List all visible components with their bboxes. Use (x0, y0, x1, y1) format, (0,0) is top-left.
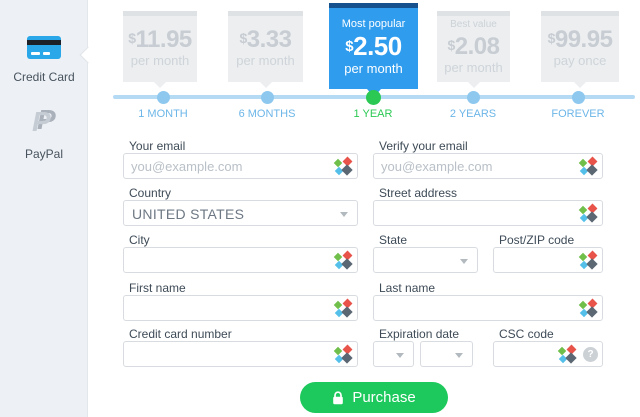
svg-text:P: P (32, 106, 51, 136)
paypal-label: PayPal (24, 147, 64, 161)
timeline-dot-1-month[interactable] (157, 91, 170, 104)
chevron-down-icon (460, 259, 468, 264)
plan-card-forever[interactable]: $99.95 pay once (541, 11, 619, 88)
timeline-dot-1-year[interactable] (366, 90, 381, 105)
plan-price: $3.33 (239, 25, 292, 53)
plan-period: per month (344, 60, 403, 76)
plan-period: per month (444, 59, 503, 75)
svg-text:P: P (37, 104, 56, 135)
expiration-year-select[interactable] (420, 341, 473, 367)
timeline-dot-forever[interactable] (572, 91, 585, 104)
country-select[interactable]: UNITED STATES (123, 200, 358, 226)
form-filler-icon[interactable] (578, 250, 598, 270)
chevron-down-icon (340, 212, 348, 217)
csc-code-input[interactable] (493, 341, 603, 367)
timeline-dot-6-months[interactable] (261, 91, 274, 104)
credit-card-icon (27, 36, 61, 59)
lock-icon (332, 390, 344, 405)
plan-card-6-months[interactable]: $3.33 per month (228, 11, 303, 88)
plan-period: pay once (553, 52, 607, 68)
cc-number-input[interactable] (123, 341, 358, 367)
cc-number-label: Credit card number (129, 327, 232, 341)
last-name-input[interactable] (373, 295, 603, 321)
form-filler-icon[interactable] (578, 156, 598, 176)
your-email-label: Your email (129, 139, 186, 153)
timeline-label-6-months[interactable]: 6 MONTHS (238, 108, 296, 120)
post-zip-input[interactable] (493, 247, 603, 273)
country-label: Country (129, 186, 172, 200)
first-name-input[interactable] (123, 295, 358, 321)
plan-price: $11.95 (128, 25, 192, 53)
plan-badge: Most popular (341, 17, 406, 30)
form-filler-icon[interactable] (333, 156, 353, 176)
timeline-label-1-year[interactable]: 1 YEAR (353, 108, 393, 120)
plan-badge: Best value (450, 18, 497, 30)
payment-method-credit-card[interactable]: Credit Card (0, 36, 88, 84)
plan-pointer (467, 82, 480, 88)
plan-pointer (259, 82, 272, 88)
form-filler-icon[interactable] (578, 203, 598, 223)
expiration-month-select[interactable] (373, 341, 414, 367)
csc-help-icon[interactable]: ? (583, 347, 598, 362)
plan-pointer (154, 82, 166, 88)
state-label: State (379, 233, 408, 247)
expiration-date-label: Expiration date (379, 327, 460, 341)
plan-price: $99.95 (547, 25, 613, 53)
plan-price: $2.50 (345, 30, 402, 61)
plan-period: per month (130, 52, 190, 68)
country-value: UNITED STATES (132, 206, 245, 222)
credit-card-label: Credit Card (13, 70, 75, 84)
payment-method-sidebar: Credit Card P P PayPal (0, 0, 88, 417)
purchase-button[interactable]: Purchase (300, 382, 448, 413)
csc-code-label: CSC code (499, 327, 554, 341)
plan-pointer (574, 82, 586, 88)
form-filler-icon[interactable] (578, 298, 598, 318)
timeline-label-1-month[interactable]: 1 MONTH (138, 108, 188, 120)
plan-period: per month (236, 52, 295, 68)
form-filler-icon[interactable] (333, 344, 353, 364)
state-select[interactable] (373, 247, 478, 273)
city-input[interactable] (123, 247, 358, 273)
verify-email-label: Verify your email (379, 139, 468, 153)
chevron-down-icon (396, 353, 404, 358)
purchase-button-label: Purchase (352, 389, 416, 406)
plan-price: $2.08 (447, 32, 500, 60)
timeline-label-2-years[interactable]: 2 YEARS (449, 108, 497, 120)
post-zip-label: Post/ZIP code (499, 233, 575, 247)
timeline-label-forever[interactable]: FOREVER (551, 108, 605, 120)
form-filler-icon[interactable] (333, 298, 353, 318)
plan-card-2-years[interactable]: Best value $2.08 per month (437, 11, 510, 88)
chevron-down-icon (455, 353, 463, 358)
timeline-dot-2-years[interactable] (467, 91, 480, 104)
verify-email-input[interactable] (373, 153, 603, 179)
form-filler-icon[interactable] (557, 344, 577, 364)
payment-method-paypal[interactable]: P P PayPal (0, 102, 88, 161)
plan-card-1-month[interactable]: $11.95 per month (123, 11, 197, 88)
your-email-input[interactable] (123, 153, 358, 179)
plan-card-1-year[interactable]: Most popular $2.50 per month (329, 3, 418, 97)
form-filler-icon[interactable] (333, 250, 353, 270)
street-address-label: Street address (379, 186, 458, 200)
first-name-label: First name (129, 281, 186, 295)
street-address-input[interactable] (373, 200, 603, 226)
city-label: City (129, 233, 150, 247)
last-name-label: Last name (379, 281, 436, 295)
paypal-icon: P P (27, 102, 61, 141)
